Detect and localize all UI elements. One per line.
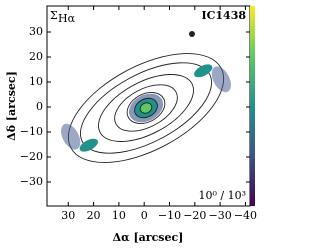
x-tick-label: 20 (87, 209, 101, 222)
quantity-label: Σ (50, 9, 58, 22)
x-tick-label: −20 (183, 209, 206, 222)
y-tick-label: −30 (20, 175, 43, 188)
x-tick-label: −10 (158, 209, 181, 222)
y-tick-label: 10 (29, 75, 43, 88)
x-tick-label: 10 (112, 209, 126, 222)
y-tick-label: 30 (29, 25, 43, 38)
y-tick-label: 0 (36, 100, 43, 113)
x-tick-label: −30 (209, 209, 232, 222)
colorbar-range: 10⁰ / 10³ (198, 189, 246, 202)
y-tick-label: 20 (29, 50, 43, 63)
quantity-subscript: Hα (58, 12, 76, 25)
y-axis-label: Δδ [arcsec] (5, 71, 18, 141)
x-tick-label: 0 (141, 209, 148, 222)
colorbar (250, 6, 255, 206)
map-image (61, 31, 231, 163)
chart: Σ Hα IC1438 10⁰ / 10³ Δα [arcsec] Δδ [ar… (5, 5, 257, 244)
x-axis-label: Δα [arcsec] (113, 231, 184, 244)
object-label: IC1438 (201, 9, 246, 22)
x-tick-label: 30 (61, 209, 75, 222)
x-tick-label: −40 (234, 209, 257, 222)
y-tick-label: −20 (20, 150, 43, 163)
y-tick-label: −10 (20, 125, 43, 138)
